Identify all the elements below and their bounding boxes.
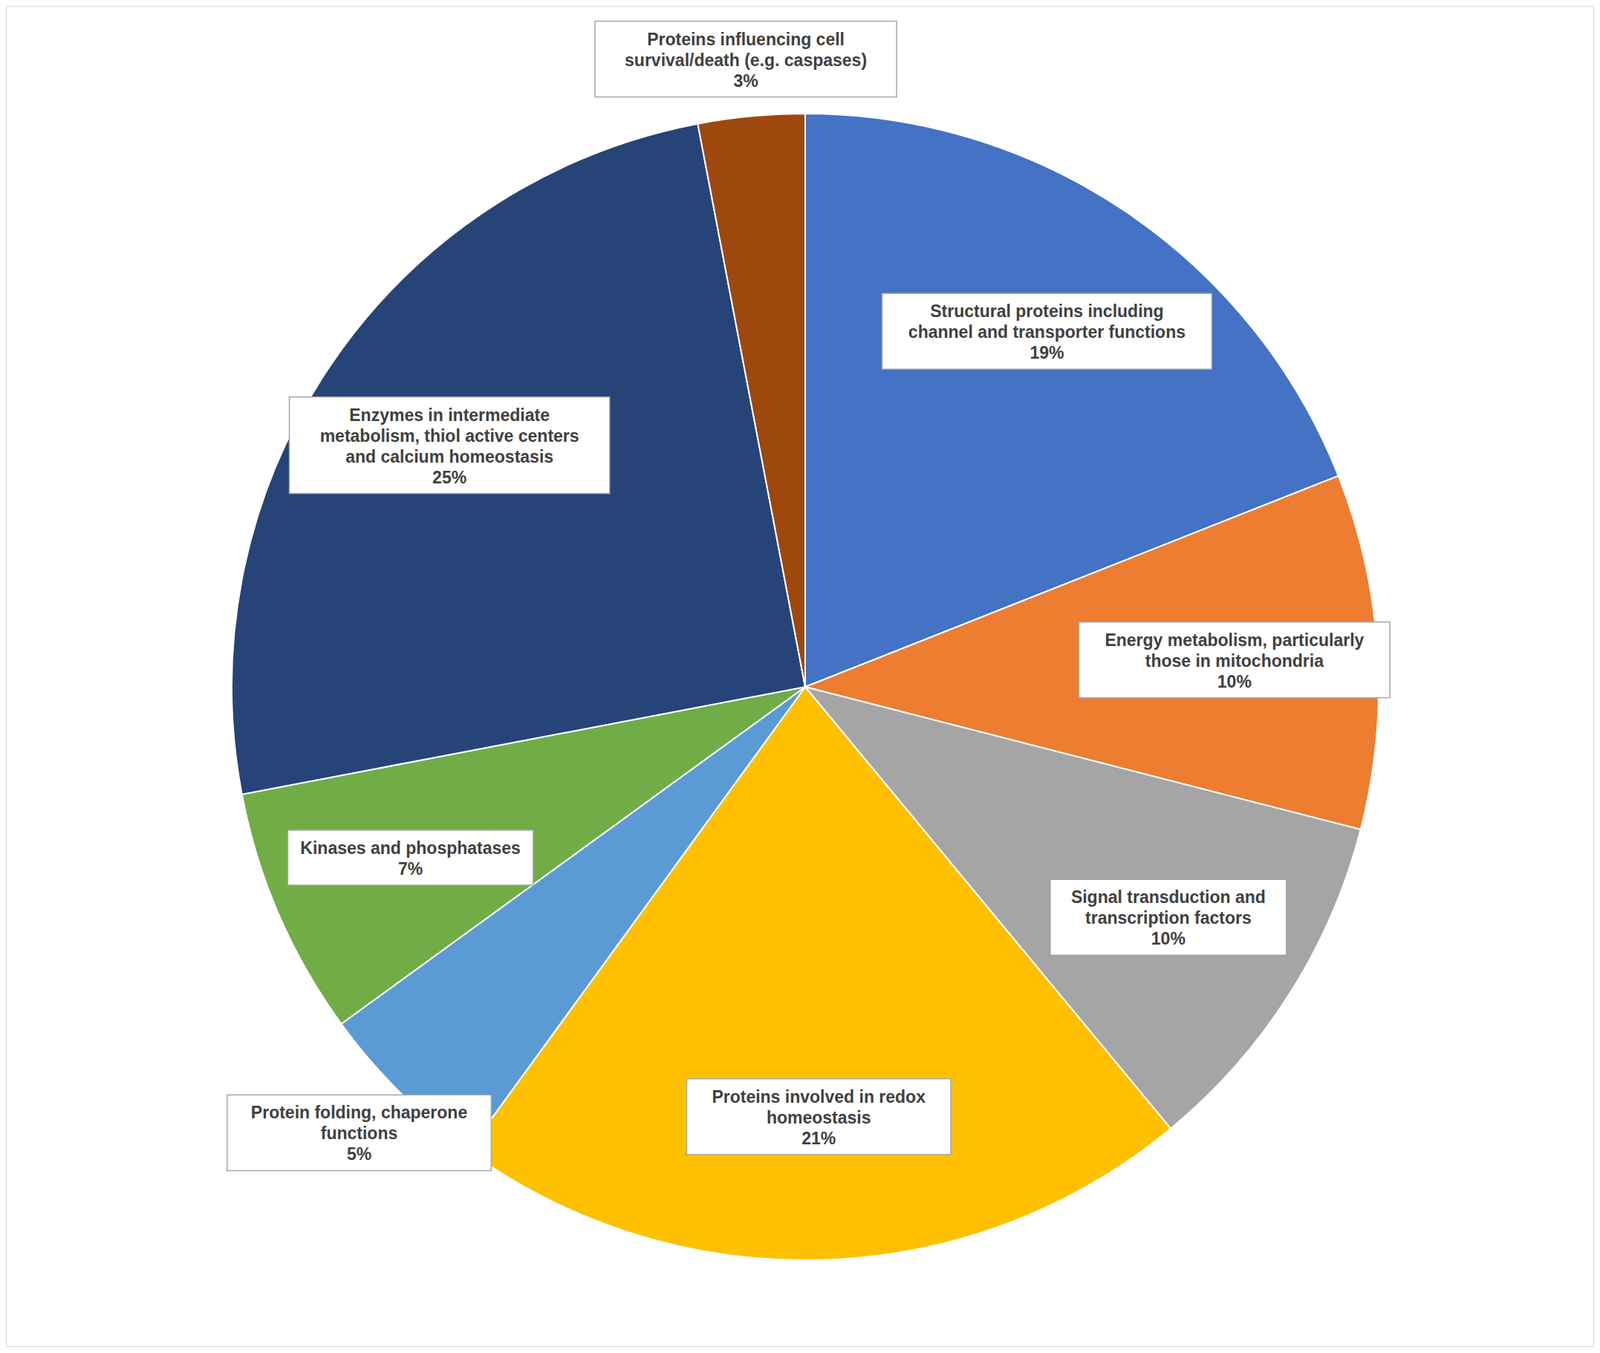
svg-text:Kinases and phosphatases7%: Kinases and phosphatases7%: [300, 838, 521, 879]
svg-text:Signal transduction andtranscr: Signal transduction andtranscription fac…: [1071, 887, 1266, 949]
svg-text:Protein folding, chaperonefunc: Protein folding, chaperonefunctions5%: [251, 1103, 468, 1164]
svg-text:Energy metabolism, particularl: Energy metabolism, particularlythose in …: [1104, 630, 1364, 692]
svg-text:Proteins involved in redoxhome: Proteins involved in redoxhomeostasis21%: [711, 1087, 926, 1149]
svg-text:Enzymes in intermediatemetabol: Enzymes in intermediatemetabolism, thiol…: [320, 405, 580, 488]
svg-text:Structural proteins includingc: Structural proteins includingchannel and…: [908, 301, 1186, 363]
svg-text:Proteins influencing cellsurvi: Proteins influencing cellsurvival/death …: [624, 29, 867, 91]
